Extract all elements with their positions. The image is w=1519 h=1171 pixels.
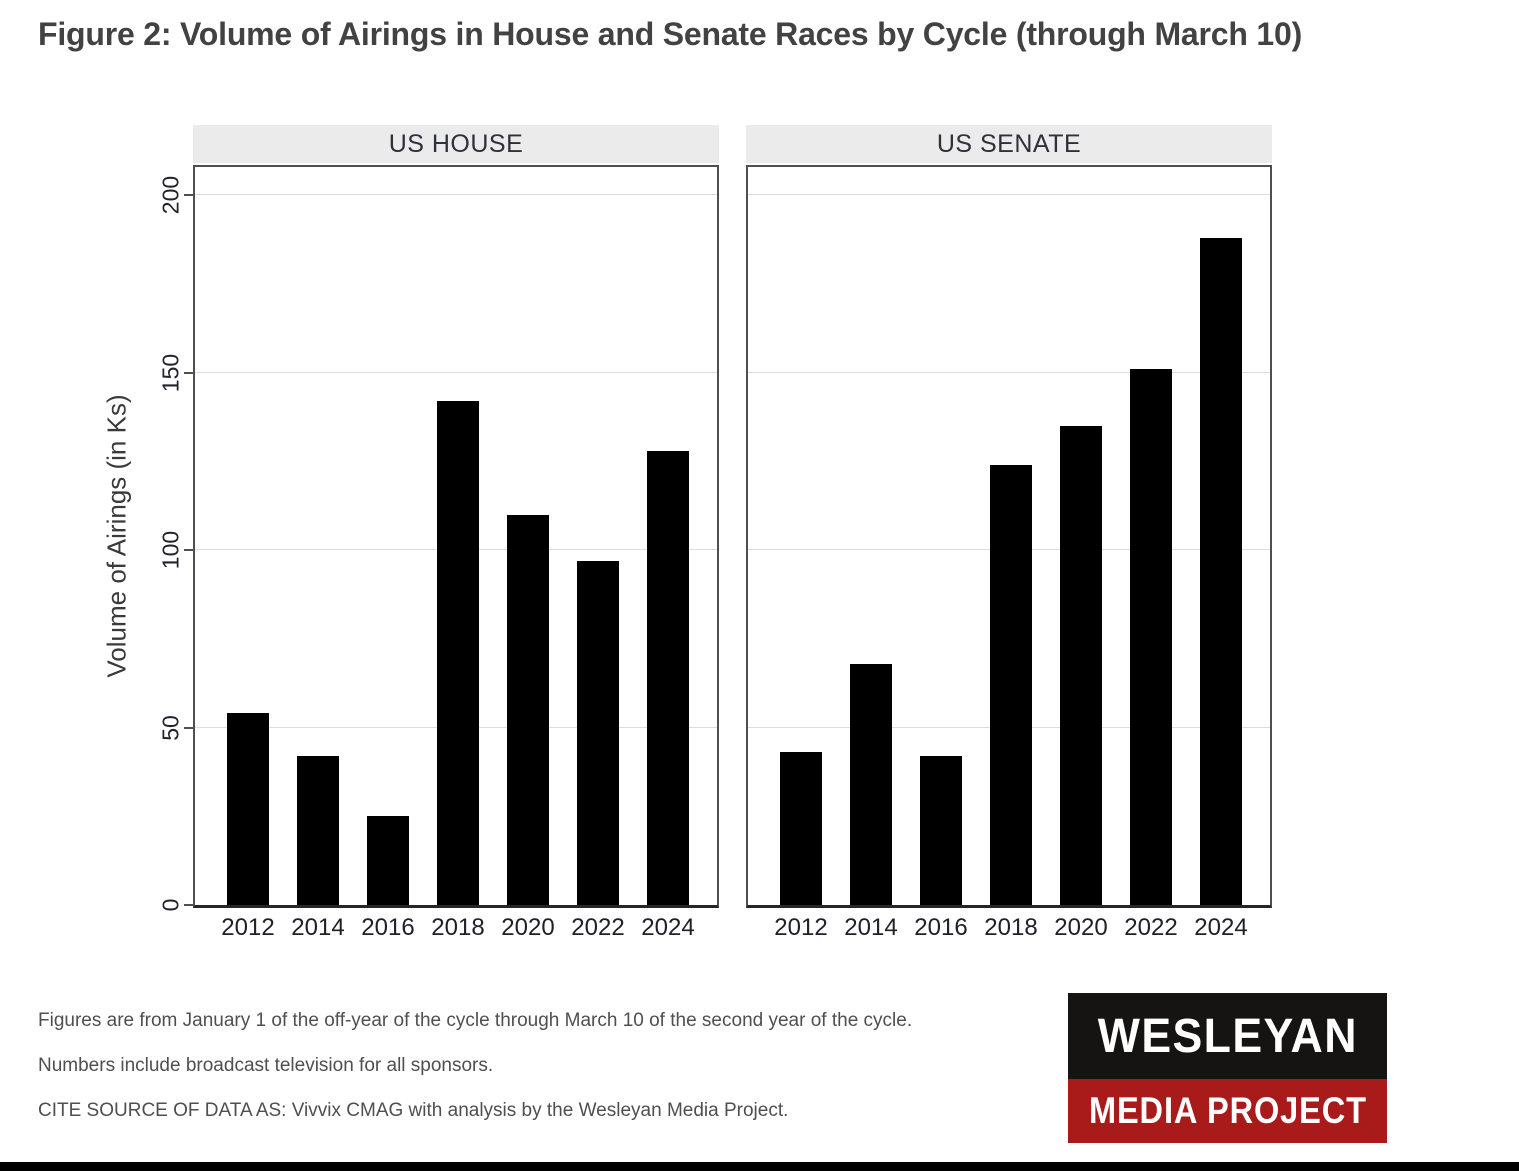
x-tick-label-2016: 2016	[361, 914, 415, 941]
y-tick-mark-100	[184, 549, 193, 552]
x-tick-label-2018: 2018	[431, 914, 485, 941]
x-tick-label-2012: 2012	[221, 914, 275, 941]
bar-us-house-2020	[507, 514, 549, 905]
y-tick-label-0: 0	[157, 898, 184, 912]
y-tick-label-150: 150	[157, 353, 184, 392]
y-tick-mark-50	[184, 726, 193, 729]
y-tick-mark-200	[184, 194, 193, 197]
bar-us-house-2016	[367, 816, 409, 905]
figure-title: Figure 2: Volume of Airings in House and…	[38, 16, 1303, 52]
bar-us-senate-2018	[990, 465, 1032, 905]
logo-wesleyan-text: WESLEYAN	[1097, 1009, 1358, 1063]
gridline-200	[195, 194, 717, 196]
x-tick-label-2020: 2020	[1054, 914, 1108, 941]
y-axis-title: Volume of Airings (in Ks)	[101, 394, 132, 678]
wesleyan-media-project-logo: WESLEYAN MEDIA PROJECT	[1068, 993, 1387, 1143]
bar-us-house-2012	[227, 713, 269, 905]
x-axis-labels-house: 2012 2014 2016 2018 2020 2022 2024	[193, 914, 719, 942]
bar-us-house-2018	[437, 401, 479, 905]
panel-us-senate: US SENATE 2012 2014 2016 2018 2020 2022 2024	[746, 125, 1272, 942]
x-tick-label-2012: 2012	[774, 914, 828, 941]
panel-header-senate: US SENATE	[746, 125, 1272, 163]
x-tick-label-2014: 2014	[844, 914, 898, 941]
y-tick-mark-150	[184, 371, 193, 374]
x-tick-label-2024: 2024	[1194, 914, 1248, 941]
logo-media-project-text: MEDIA PROJECT	[1088, 1090, 1367, 1131]
bar-us-senate-2014	[850, 663, 892, 905]
x-tick-label-2016: 2016	[914, 914, 968, 941]
y-tick-mark-0	[184, 904, 193, 906]
bar-us-senate-2012	[780, 752, 822, 905]
x-tick-label-2022: 2022	[571, 914, 625, 941]
footnote-cite-source: CITE SOURCE OF DATA AS: Vivvix CMAG with…	[38, 1100, 789, 1121]
footnote-date-range: Figures are from January 1 of the off-ye…	[38, 1010, 913, 1031]
plot-area-house	[193, 165, 719, 908]
x-tick-label-2014: 2014	[291, 914, 345, 941]
x-tick-label-2020: 2020	[501, 914, 555, 941]
panel-header-house: US HOUSE	[193, 125, 719, 163]
y-tick-label-200: 200	[157, 176, 184, 215]
y-tick-label-50: 50	[157, 714, 184, 741]
bar-us-house-2014	[297, 755, 339, 905]
bar-us-senate-2016	[920, 755, 962, 905]
plot-area-senate	[746, 165, 1272, 908]
bottom-black-bar	[0, 1162, 1519, 1171]
logo-media-project-banner: MEDIA PROJECT	[1068, 1079, 1387, 1143]
bar-us-senate-2022	[1130, 369, 1172, 905]
gridline-200	[748, 194, 1270, 196]
footnotes: Figures are from January 1 of the off-ye…	[38, 1010, 912, 1145]
x-axis-labels-senate: 2012 2014 2016 2018 2020 2022 2024	[746, 914, 1272, 942]
x-tick-label-2022: 2022	[1124, 914, 1178, 941]
x-tick-label-2024: 2024	[641, 914, 695, 941]
panel-us-house: US HOUSE 2012 2014 2016 2018 2020 2022 2024	[193, 125, 719, 942]
gridline-150	[748, 371, 1270, 373]
y-tick-label-100: 100	[157, 531, 184, 570]
bar-us-senate-2024	[1200, 237, 1242, 905]
x-tick-label-2018: 2018	[984, 914, 1038, 941]
bar-us-senate-2020	[1060, 426, 1102, 905]
logo-wesleyan-banner: WESLEYAN	[1068, 993, 1387, 1079]
footnote-broadcast: Numbers include broadcast television for…	[38, 1055, 494, 1076]
bar-us-house-2024	[647, 450, 689, 905]
gridline-150	[195, 371, 717, 373]
bar-us-house-2022	[577, 560, 619, 905]
